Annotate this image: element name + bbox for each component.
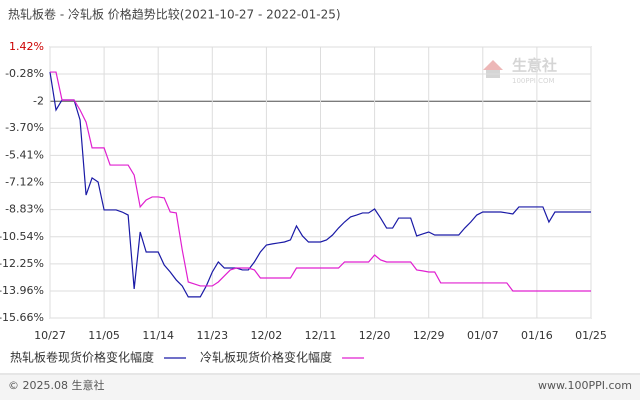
- watermark-site: 100PPI.COM: [512, 77, 555, 85]
- footer-bar: [0, 375, 640, 400]
- footer-left: © 2025.08 生意社: [8, 378, 104, 392]
- x-tick-label: 12/11: [305, 329, 337, 342]
- y-tick-label: -8.83%: [5, 203, 44, 216]
- x-tick-label: 01/07: [467, 329, 499, 342]
- x-tick-label: 12/02: [251, 329, 283, 342]
- series-line: [50, 71, 591, 292]
- legend-label: 冷轧板现货价格变化幅度: [200, 350, 332, 365]
- y-tick-label: 1.42%: [9, 40, 44, 53]
- y-tick-label: -7.12%: [5, 176, 44, 189]
- y-tick-label: -10.54%: [0, 230, 44, 243]
- x-tick-label: 10/27: [34, 329, 66, 342]
- y-tick-label: -2: [33, 94, 44, 107]
- y-tick-label: -13.96%: [0, 284, 44, 297]
- y-tick-label: -0.28%: [5, 67, 44, 80]
- watermark-logo: [483, 60, 503, 70]
- series-line: [49, 71, 591, 298]
- x-tick-label: 01/16: [521, 329, 553, 342]
- footer-right: www.100PPI.com: [538, 379, 632, 392]
- x-tick-label: 11/14: [142, 329, 174, 342]
- x-tick-label: 01/25: [575, 329, 607, 342]
- watermark-name: 生意社: [512, 57, 557, 75]
- y-tick-label: -3.70%: [5, 121, 44, 134]
- legend-label: 热轧板卷现货价格变化幅度: [10, 350, 154, 365]
- y-tick-label: -15.66%: [0, 311, 44, 324]
- x-tick-label: 11/23: [196, 329, 228, 342]
- y-tick-label: -12.25%: [0, 257, 44, 270]
- chart-title: 热轧板卷 - 冷轧板 价格趋势比较(2021-10-27 - 2022-01-2…: [8, 7, 341, 22]
- y-tick-label: -5.41%: [5, 148, 44, 161]
- x-tick-label: 11/05: [88, 329, 120, 342]
- x-tick-label: 12/20: [359, 329, 391, 342]
- x-tick-label: 12/29: [413, 329, 445, 342]
